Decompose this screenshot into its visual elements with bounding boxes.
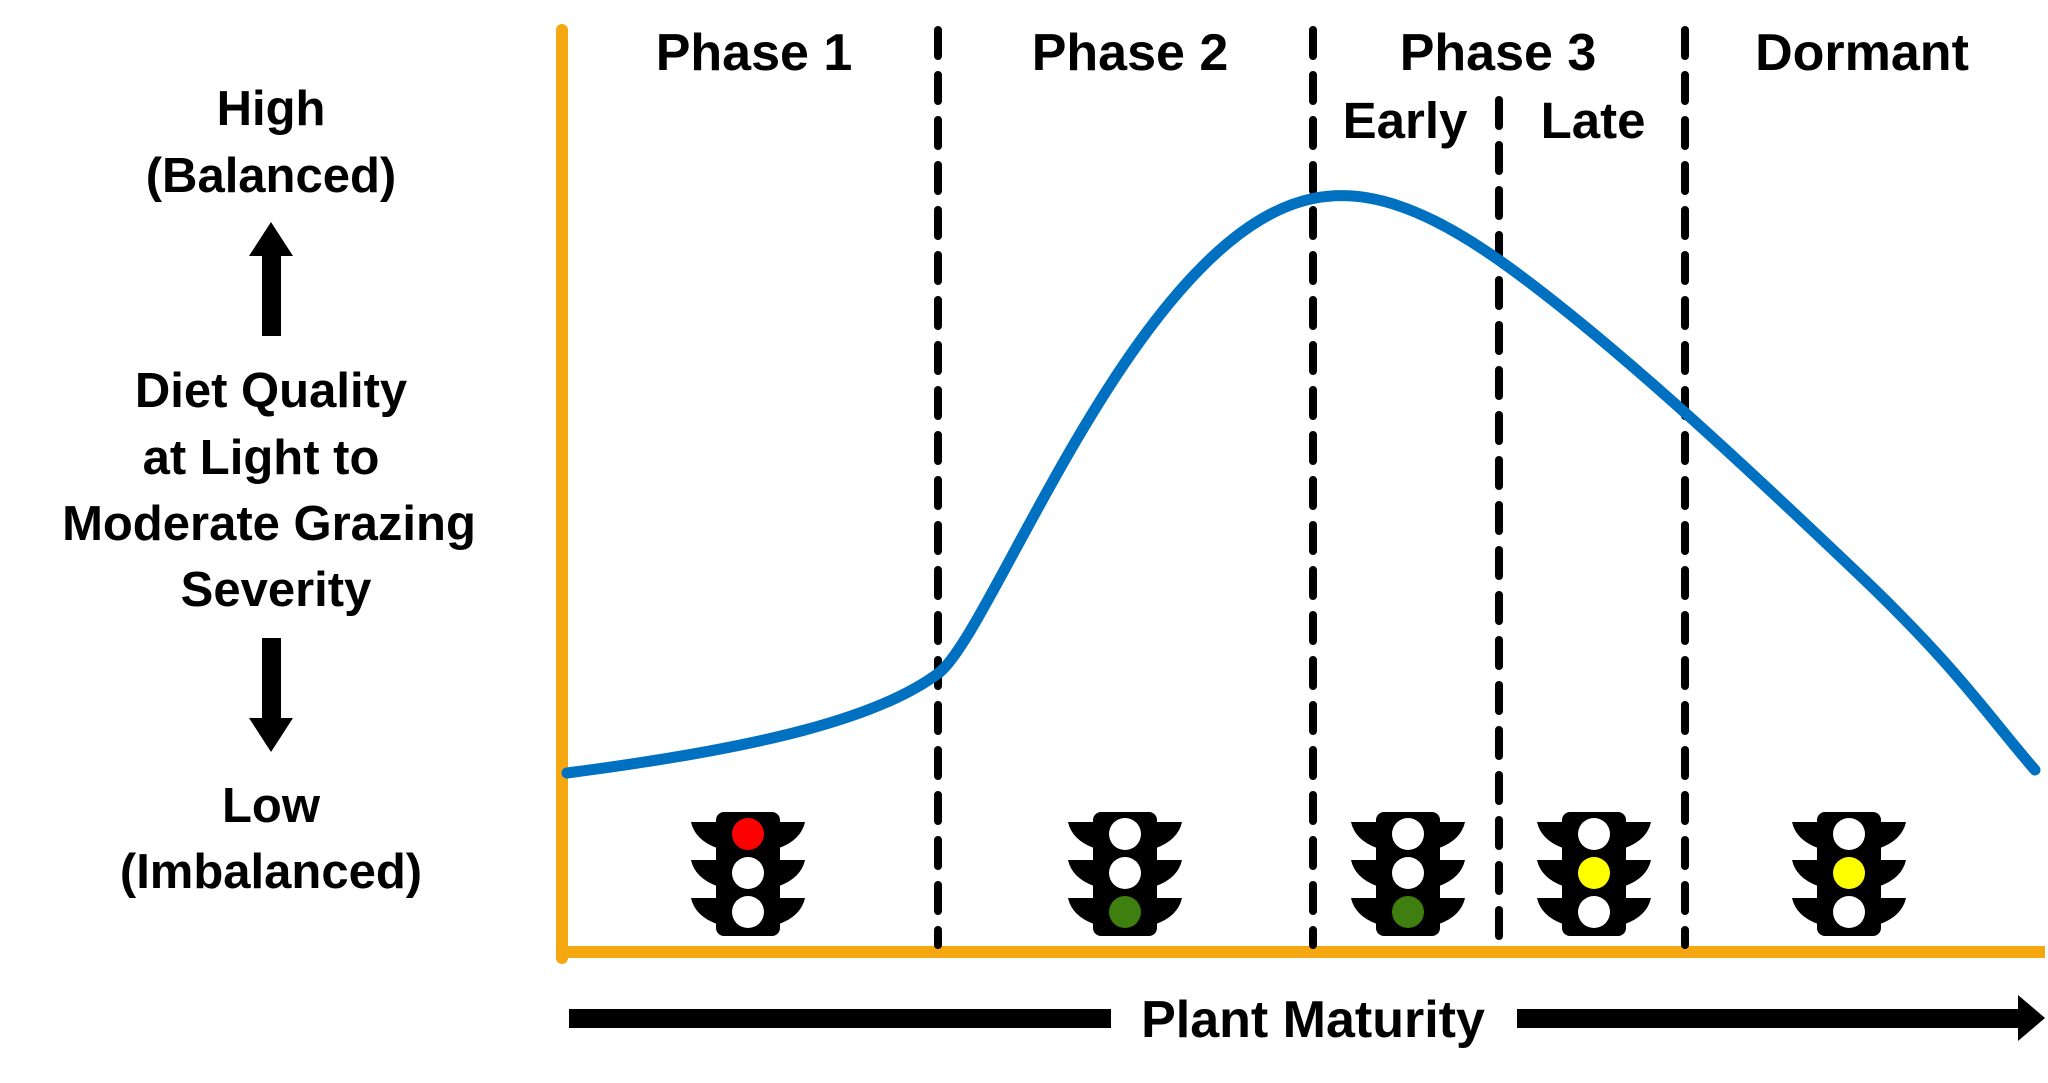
traffic-light-lamp-red xyxy=(1109,818,1141,850)
traffic-light-icon xyxy=(1351,812,1465,936)
traffic-light-flap xyxy=(1439,822,1465,848)
traffic-light-flap xyxy=(1351,898,1377,924)
traffic-light-lamp-green xyxy=(1109,896,1141,928)
traffic-light-lamp-green xyxy=(1578,896,1610,928)
traffic-light-flap xyxy=(1439,898,1465,924)
traffic-light-lamp-green xyxy=(1833,896,1865,928)
traffic-light-flap xyxy=(1351,860,1377,886)
diet-quality-curve xyxy=(561,190,2041,779)
traffic-light-icon xyxy=(1537,812,1651,936)
traffic-light-flap xyxy=(1792,898,1818,924)
traffic-light-icon xyxy=(1068,812,1182,936)
traffic-light-flap xyxy=(1156,822,1182,848)
x-axis-label: Plant Maturity xyxy=(1141,991,1485,1049)
traffic-light-flap xyxy=(1439,860,1465,886)
traffic-light-flap xyxy=(779,898,805,924)
traffic-light-flap xyxy=(1351,822,1377,848)
traffic-light-flap xyxy=(779,860,805,886)
traffic-light-lamp-green xyxy=(1392,896,1424,928)
traffic-light-flap xyxy=(1537,898,1563,924)
traffic-light-flap xyxy=(1880,860,1906,886)
y-high-sub-label: (Balanced) xyxy=(146,149,397,203)
traffic-light-lamp-yellow xyxy=(1578,857,1610,889)
traffic-light-lamp-yellow xyxy=(1833,857,1865,889)
traffic-light-flap xyxy=(1880,822,1906,848)
traffic-light-flap xyxy=(1068,898,1094,924)
traffic-light-flap xyxy=(1156,898,1182,924)
traffic-light-flap xyxy=(1792,822,1818,848)
traffic-light-icon xyxy=(691,812,805,936)
early-label: Early xyxy=(1343,92,1468,149)
traffic-light-flap xyxy=(691,822,717,848)
plant-maturity-arrow-left-bar xyxy=(569,1009,1111,1028)
y-high-label: High xyxy=(217,82,326,136)
traffic-light-lamp-yellow xyxy=(1392,857,1424,889)
phase-dividers xyxy=(934,26,1689,949)
traffic-lights xyxy=(691,812,1906,936)
y-title-line-4: Severity xyxy=(181,563,372,617)
traffic-light-flap xyxy=(1068,860,1094,886)
up-arrow-icon xyxy=(249,222,293,336)
y-low-sub-label: (Imbalanced) xyxy=(120,845,422,899)
traffic-light-flap xyxy=(1156,860,1182,886)
traffic-light-flap xyxy=(691,898,717,924)
traffic-light-flap xyxy=(1625,898,1651,924)
traffic-light-flap xyxy=(691,860,717,886)
traffic-light-flap xyxy=(1625,860,1651,886)
phase-1-label: Phase 1 xyxy=(656,24,853,82)
traffic-light-flap xyxy=(1537,822,1563,848)
phase-2-label: Phase 2 xyxy=(1032,24,1229,82)
dormant-label: Dormant xyxy=(1755,24,1969,82)
traffic-light-lamp-yellow xyxy=(1109,857,1141,889)
x-axis-label-group: Plant Maturity xyxy=(569,991,2045,1049)
y-low-label: Low xyxy=(222,779,321,833)
traffic-light-flap xyxy=(1880,898,1906,924)
traffic-light-lamp-red xyxy=(732,818,764,850)
traffic-light-lamp-red xyxy=(1833,818,1865,850)
traffic-light-lamp-green xyxy=(732,896,764,928)
traffic-light-flap xyxy=(1625,822,1651,848)
traffic-light-flap xyxy=(1068,822,1094,848)
traffic-light-lamp-red xyxy=(1578,818,1610,850)
traffic-light-lamp-yellow xyxy=(732,857,764,889)
y-axis-labels: High (Balanced) Diet Quality at Light to… xyxy=(62,82,476,899)
traffic-light-flap xyxy=(1537,860,1563,886)
plant-maturity-arrow-right-bar xyxy=(1517,1009,2022,1028)
traffic-light-icon xyxy=(1792,812,1906,936)
late-label: Late xyxy=(1541,92,1646,149)
traffic-light-flap xyxy=(1792,860,1818,886)
right-arrow-icon xyxy=(2018,995,2045,1041)
down-arrow-icon xyxy=(249,638,293,752)
phase-labels: Phase 1 Phase 2 Phase 3 Dormant Early La… xyxy=(656,24,1969,149)
y-title-line-2: at Light to xyxy=(143,431,380,485)
y-title-line-3: Moderate Grazing xyxy=(62,497,476,551)
y-title-line-1: Diet Quality xyxy=(135,364,407,418)
phase-3-label: Phase 3 xyxy=(1400,24,1597,82)
axes xyxy=(556,24,2045,964)
traffic-light-lamp-red xyxy=(1392,818,1424,850)
traffic-light-flap xyxy=(779,822,805,848)
